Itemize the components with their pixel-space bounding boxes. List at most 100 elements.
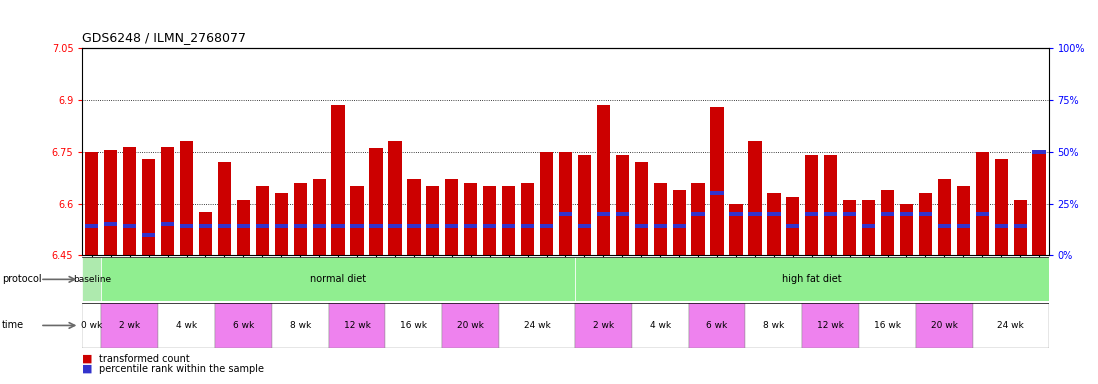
Bar	[237, 224, 250, 228]
Bar	[313, 224, 326, 228]
Bar	[805, 212, 818, 216]
Text: normal diet: normal diet	[310, 274, 366, 285]
Bar	[729, 212, 742, 216]
Bar	[464, 224, 478, 228]
Bar	[500, 303, 575, 348]
Bar	[653, 224, 666, 228]
Text: 6 wk: 6 wk	[706, 321, 728, 330]
Bar	[272, 303, 328, 348]
Bar	[843, 212, 856, 216]
Text: protocol: protocol	[2, 274, 42, 285]
Bar	[596, 105, 610, 255]
Bar	[746, 303, 803, 348]
Bar	[729, 204, 742, 255]
Bar	[237, 200, 250, 255]
Bar	[956, 186, 970, 255]
Bar	[938, 179, 951, 255]
Bar	[389, 141, 402, 255]
Bar	[274, 224, 288, 228]
Bar	[104, 150, 117, 255]
Bar	[407, 224, 421, 228]
Bar	[672, 190, 686, 255]
Bar	[995, 159, 1008, 255]
Bar	[768, 212, 781, 216]
Bar	[445, 224, 459, 228]
Bar	[919, 193, 932, 255]
Text: baseline: baseline	[72, 275, 111, 284]
Bar	[825, 155, 838, 255]
Bar	[1013, 200, 1027, 255]
Bar	[710, 107, 724, 255]
Bar	[313, 179, 326, 255]
Bar	[180, 141, 193, 255]
Bar	[332, 105, 345, 255]
Bar	[82, 257, 101, 301]
Bar	[180, 224, 193, 228]
Text: GDS6248 / ILMN_2768077: GDS6248 / ILMN_2768077	[82, 31, 246, 44]
Bar	[575, 303, 631, 348]
Text: 2 wk: 2 wk	[120, 321, 141, 330]
Bar	[843, 200, 856, 255]
Bar	[825, 212, 838, 216]
Bar	[881, 212, 894, 216]
Bar	[578, 155, 591, 255]
Bar	[86, 224, 99, 228]
Bar	[199, 224, 212, 228]
Text: 24 wk: 24 wk	[524, 321, 550, 330]
Text: 20 wk: 20 wk	[931, 321, 957, 330]
Bar	[217, 224, 231, 228]
Bar	[520, 183, 535, 255]
Bar	[805, 155, 818, 255]
Text: 24 wk: 24 wk	[997, 321, 1024, 330]
Bar	[916, 303, 973, 348]
Bar	[559, 212, 572, 216]
Bar	[631, 303, 688, 348]
Bar	[635, 224, 648, 228]
Text: 8 wk: 8 wk	[763, 321, 784, 330]
Bar	[692, 212, 705, 216]
Bar	[1013, 224, 1027, 228]
Bar	[350, 224, 363, 228]
Bar	[692, 183, 705, 255]
Bar	[540, 152, 553, 255]
Text: 12 wk: 12 wk	[344, 321, 370, 330]
Bar	[973, 303, 1049, 348]
Bar	[101, 303, 158, 348]
Text: 6 wk: 6 wk	[233, 321, 254, 330]
Bar	[616, 155, 629, 255]
Bar	[786, 197, 799, 255]
Bar	[881, 190, 894, 255]
Text: 2 wk: 2 wk	[593, 321, 614, 330]
Bar	[328, 303, 385, 348]
Bar	[161, 147, 175, 255]
Bar	[101, 257, 575, 301]
Bar	[389, 224, 402, 228]
Bar	[749, 141, 762, 255]
Bar	[862, 224, 875, 228]
Bar	[442, 303, 500, 348]
Text: percentile rank within the sample: percentile rank within the sample	[99, 364, 264, 374]
Bar	[578, 224, 591, 228]
Bar	[502, 224, 515, 228]
Text: 8 wk: 8 wk	[290, 321, 311, 330]
Bar	[995, 224, 1008, 228]
Text: 16 wk: 16 wk	[401, 321, 427, 330]
Text: 4 wk: 4 wk	[176, 321, 198, 330]
Bar	[369, 224, 382, 228]
Bar	[483, 224, 496, 228]
Bar	[123, 147, 136, 255]
Bar	[407, 179, 421, 255]
Text: 12 wk: 12 wk	[817, 321, 844, 330]
Bar	[710, 191, 724, 195]
Bar	[1032, 150, 1045, 154]
Bar	[142, 159, 155, 255]
Bar	[862, 200, 875, 255]
Bar	[426, 186, 439, 255]
Bar	[82, 303, 101, 348]
Bar	[256, 186, 269, 255]
Bar	[350, 186, 363, 255]
Bar	[256, 224, 269, 228]
Text: 0 wk: 0 wk	[81, 321, 102, 330]
Bar	[803, 303, 859, 348]
Text: 20 wk: 20 wk	[457, 321, 484, 330]
